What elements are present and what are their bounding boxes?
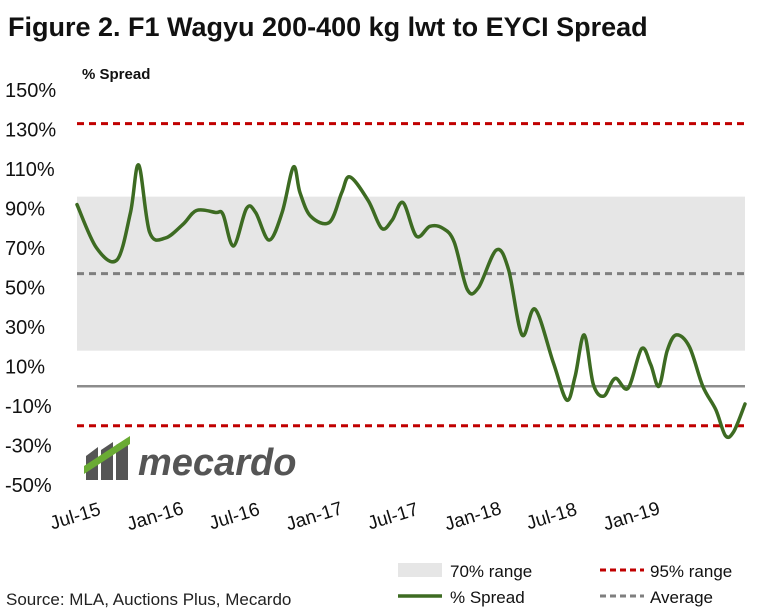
y-tick-label: 30% [5, 317, 45, 339]
logo-swoosh [84, 436, 130, 474]
x-tick-label: Jan-19 [601, 498, 663, 535]
x-axis: Jul-15 Jan-16 Jul-16 Jan-17 Jul-17 Jan-18 Jul-… [48, 498, 663, 535]
y-tick-label: -30% [5, 436, 52, 458]
legend-label-70-range: 70% range [450, 562, 532, 581]
y-tick-label: -50% [5, 475, 52, 497]
y-tick-label: 130% [5, 120, 56, 142]
legend-label-spread: % Spread [450, 588, 525, 607]
x-tick-label: Jan-18 [442, 498, 504, 535]
y-tick-label: 50% [5, 278, 45, 300]
x-tick-label: Jan-17 [284, 498, 346, 535]
y-axis: 150% 130% 110% 90% 70% 50% 30% 10% -10% -30% -50% [5, 80, 56, 497]
plot-area [75, 122, 747, 440]
x-tick-label: Jul-15 [48, 499, 104, 534]
y-tick-label: 10% [5, 357, 45, 379]
chart-title: Figure 2. F1 Wagyu 200-400 kg lwt to EYC… [8, 12, 648, 42]
y-tick-label: 90% [5, 199, 45, 221]
legend-label-95-range: 95% range [650, 562, 732, 581]
logo-wordmark: mecardo [138, 442, 296, 484]
y-tick-label: 150% [5, 80, 56, 102]
y-tick-label: 70% [5, 238, 45, 260]
y-tick-label: -10% [5, 396, 52, 418]
x-tick-label: Jul-18 [524, 499, 580, 534]
legend-label-average: Average [650, 588, 713, 607]
mecardo-logo: mecardo [84, 436, 296, 484]
series-line-spread [75, 163, 747, 440]
legend-swatch-70-range [398, 563, 442, 577]
x-tick-label: Jan-16 [125, 498, 187, 535]
y-tick-label: 110% [5, 159, 55, 181]
y-axis-title: % Spread [82, 66, 150, 83]
legend: 70% range 95% range % Spread Average [398, 562, 732, 607]
source-note: Source: MLA, Auctions Plus, Mecardo [6, 590, 292, 609]
x-tick-label: Jul-16 [207, 499, 263, 534]
x-tick-label: Jul-17 [365, 499, 421, 534]
